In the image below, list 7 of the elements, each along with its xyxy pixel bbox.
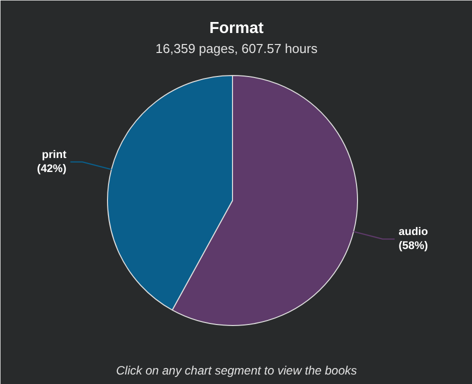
- text: Click on any chart segment to view the books: [116, 364, 357, 378]
- slice-label: print: [42, 148, 67, 161]
- data-label: (42%): [37, 163, 67, 176]
- slice-label: audio: [398, 226, 428, 238]
- chart-title: Format: [209, 20, 264, 37]
- data-label: (58%): [398, 240, 428, 252]
- chart-subtitle: 16,359 pages, 607.57 hours: [156, 41, 318, 56]
